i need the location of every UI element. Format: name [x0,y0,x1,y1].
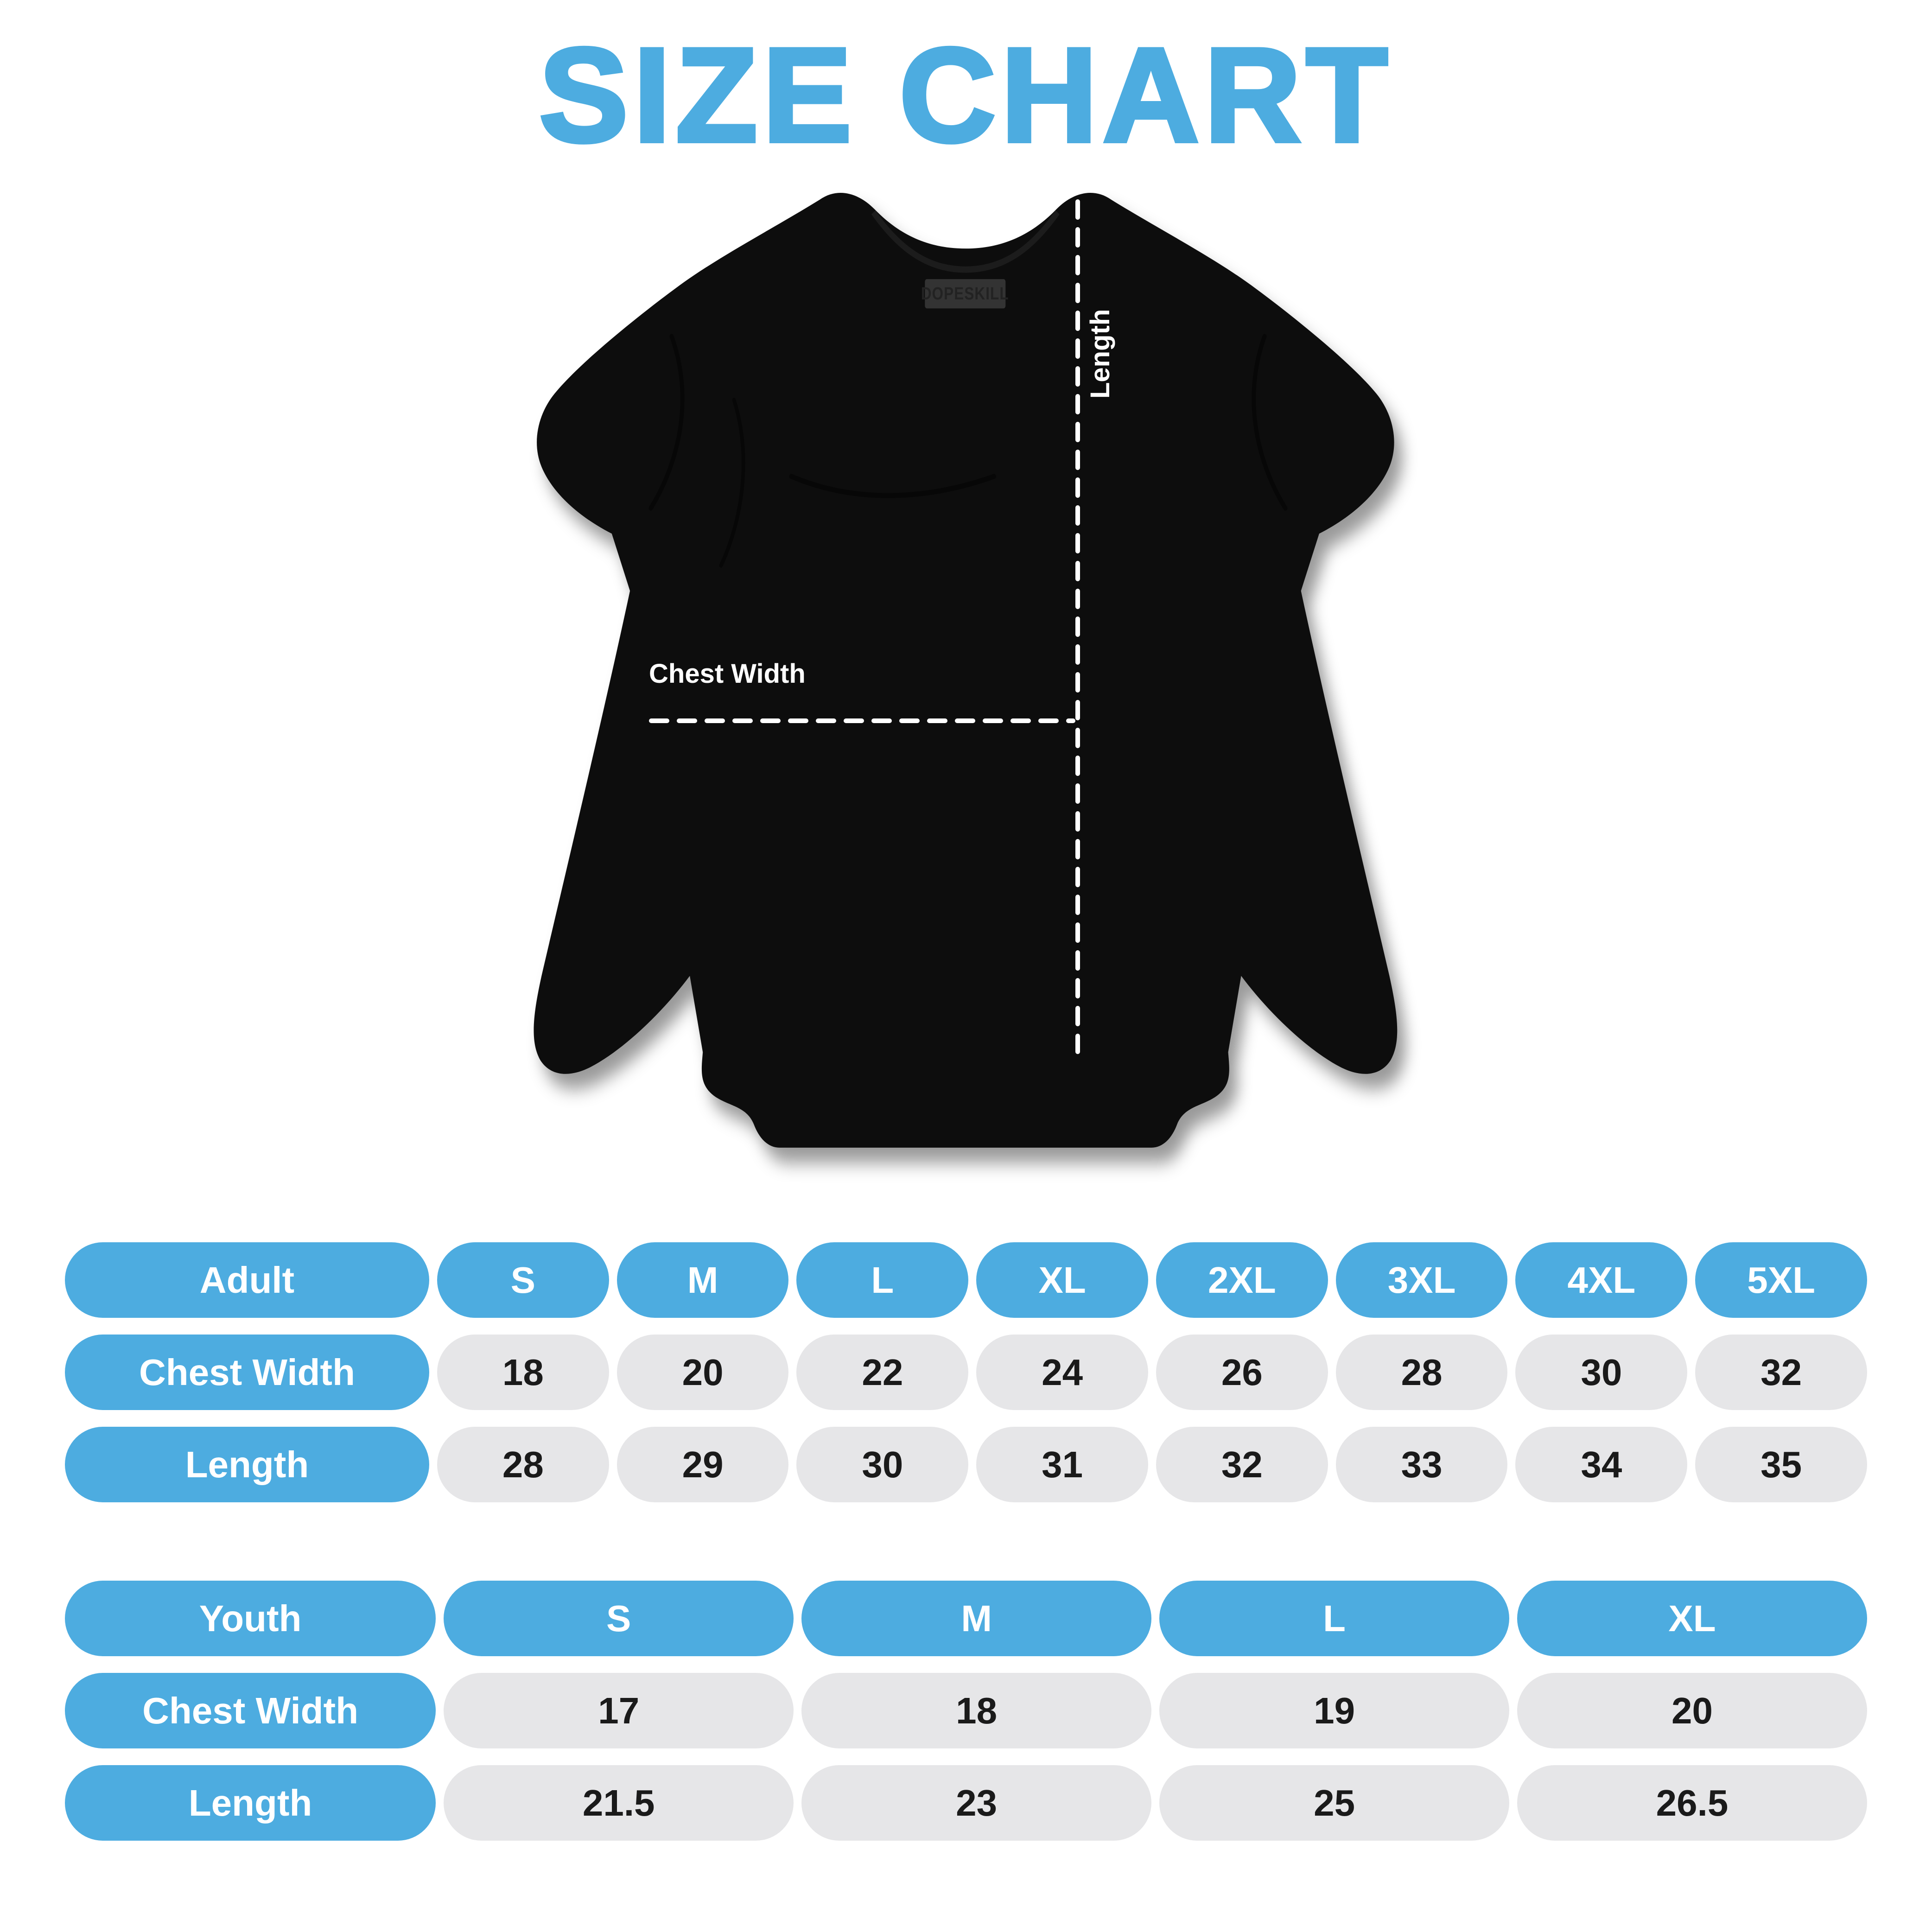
svg-text:DOPESKILL: DOPESKILL [921,284,1009,304]
